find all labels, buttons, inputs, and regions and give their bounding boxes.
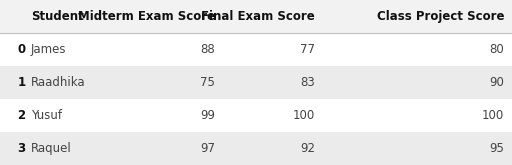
- Text: 88: 88: [200, 43, 215, 56]
- Text: Midterm Exam Score: Midterm Exam Score: [78, 10, 215, 23]
- Text: Raquel: Raquel: [31, 142, 72, 155]
- Text: 97: 97: [200, 142, 215, 155]
- Text: James: James: [31, 43, 66, 56]
- Text: 3: 3: [17, 142, 26, 155]
- Text: 95: 95: [489, 142, 504, 155]
- Text: 1: 1: [17, 76, 26, 89]
- Text: Class Project Score: Class Project Score: [377, 10, 504, 23]
- Bar: [0, 33, 512, 66]
- Text: 90: 90: [489, 76, 504, 89]
- Text: 100: 100: [482, 109, 504, 122]
- Text: 100: 100: [293, 109, 315, 122]
- Bar: [0, 66, 512, 99]
- Text: 83: 83: [300, 76, 315, 89]
- Text: 2: 2: [17, 109, 26, 122]
- Text: Final Exam Score: Final Exam Score: [201, 10, 315, 23]
- Text: Raadhika: Raadhika: [31, 76, 86, 89]
- Bar: [0, 132, 512, 165]
- Bar: [0, 99, 512, 132]
- Text: 80: 80: [489, 43, 504, 56]
- Text: 77: 77: [300, 43, 315, 56]
- Text: Yusuf: Yusuf: [31, 109, 62, 122]
- Text: 75: 75: [200, 76, 215, 89]
- Text: Student: Student: [31, 10, 83, 23]
- Text: 92: 92: [300, 142, 315, 155]
- Text: 0: 0: [17, 43, 26, 56]
- Text: 99: 99: [200, 109, 215, 122]
- Bar: [0, 0, 512, 33]
